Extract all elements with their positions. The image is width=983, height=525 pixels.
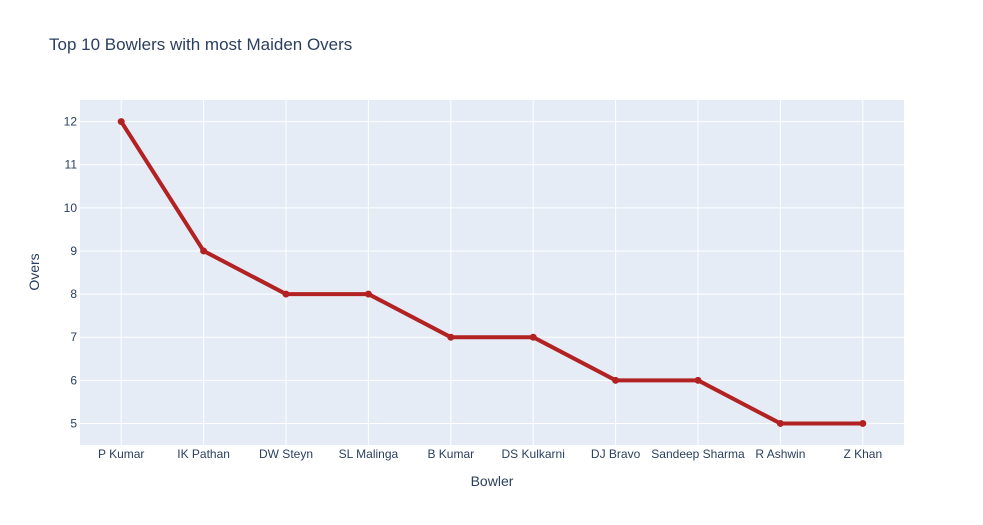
data-point (117, 118, 125, 126)
data-point (776, 419, 784, 427)
x-tick-label: R Ashwin (755, 447, 805, 461)
y-tick-label: 5 (70, 416, 77, 430)
data-point (447, 333, 455, 341)
y-axis-title: Overs (26, 253, 42, 290)
x-tick-label: DJ Bravo (591, 447, 641, 461)
x-tick-label: B Kumar (427, 447, 474, 461)
x-tick-label: SL Malinga (339, 447, 399, 461)
data-point (612, 376, 620, 384)
x-tick-label: Sandeep Sharma (651, 447, 745, 461)
data-point (694, 376, 702, 384)
y-tick-label: 8 (70, 287, 77, 301)
y-tick-label: 11 (65, 158, 78, 172)
chart-title: Top 10 Bowlers with most Maiden Overs (49, 35, 352, 54)
x-axis-ticks: P Kumar IK Pathan DW Steyn SL Malinga B Kuma… (98, 447, 882, 461)
x-tick-label: DS Kulkarni (502, 447, 565, 461)
y-axis-ticks: 5 6 7 8 9 10 11 12 (64, 115, 78, 431)
data-point (200, 247, 208, 255)
data-point (859, 419, 867, 427)
y-tick-label: 12 (64, 115, 78, 129)
plot-background (80, 100, 904, 445)
y-tick-label: 10 (64, 201, 78, 215)
data-point (529, 333, 537, 341)
x-tick-label: Z Khan (843, 447, 882, 461)
data-point (282, 290, 290, 298)
x-tick-label: DW Steyn (259, 447, 313, 461)
x-tick-label: P Kumar (98, 447, 144, 461)
data-point (364, 290, 372, 298)
x-tick-label: IK Pathan (177, 447, 230, 461)
y-tick-label: 9 (70, 244, 77, 258)
series-line (119, 120, 863, 426)
y-tick-label: 7 (70, 330, 77, 344)
y-tick-label: 6 (70, 373, 77, 387)
data-points (117, 118, 867, 427)
x-axis-title: Bowler (471, 473, 514, 489)
